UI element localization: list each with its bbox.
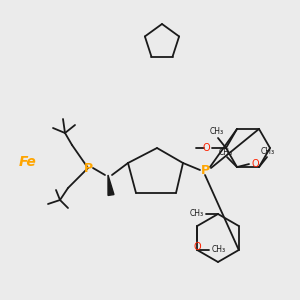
Text: P: P xyxy=(83,161,93,175)
Text: O: O xyxy=(251,159,259,169)
Text: CH₃: CH₃ xyxy=(210,128,224,136)
Text: CH₃: CH₃ xyxy=(261,147,275,156)
Text: CH₃: CH₃ xyxy=(219,148,233,157)
Text: Fe: Fe xyxy=(19,155,37,169)
Text: O: O xyxy=(194,242,201,252)
Text: O: O xyxy=(202,143,210,153)
Polygon shape xyxy=(108,175,114,195)
Text: P: P xyxy=(200,164,210,176)
Text: CH₃: CH₃ xyxy=(211,245,225,254)
Text: CH₃: CH₃ xyxy=(190,209,204,218)
